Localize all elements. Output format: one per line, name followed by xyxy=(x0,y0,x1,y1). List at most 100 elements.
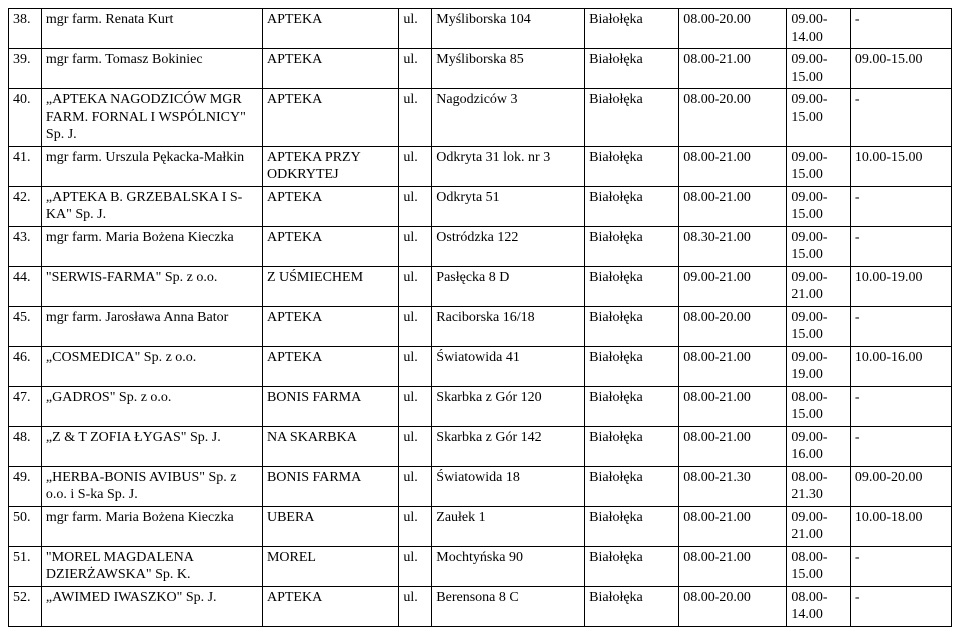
district: Białołęka xyxy=(585,546,679,586)
street-prefix: ul. xyxy=(399,386,432,426)
pharmacy-name: mgr farm. Maria Bożena Kieczka xyxy=(41,226,262,266)
hours-sat-line2: 16.00 xyxy=(791,447,823,462)
district: Białołęka xyxy=(585,466,679,506)
district: Białołęka xyxy=(585,266,679,306)
address: Światowida 18 xyxy=(432,466,585,506)
hours-saturday: 09.00- 19.00 xyxy=(787,346,850,386)
row-number: 42. xyxy=(9,186,42,226)
street-prefix: ul. xyxy=(399,466,432,506)
hours-saturday: 09.00- 21.00 xyxy=(787,266,850,306)
street-prefix: ul. xyxy=(399,186,432,226)
hours-sat-line2: 21.00 xyxy=(791,287,823,302)
district: Białołęka xyxy=(585,506,679,546)
hours-sunday: 10.00-15.00 xyxy=(850,146,951,186)
hours-saturday: 09.00-14.00 xyxy=(787,9,850,49)
street-prefix: ul. xyxy=(399,546,432,586)
street-prefix: ul. xyxy=(399,426,432,466)
address: Berensona 8 C xyxy=(432,586,585,626)
address: Ostródzka 122 xyxy=(432,226,585,266)
table-row: 47.„GADROS" Sp. z o.o.BONIS FARMAul.Skar… xyxy=(9,386,952,426)
pharmacy-name: mgr farm. Renata Kurt xyxy=(41,9,262,49)
hours-weekday: 08.00-21.30 xyxy=(679,466,787,506)
hours-weekday: 08.00-20.00 xyxy=(679,9,787,49)
hours-sat-line2: 14.00 xyxy=(791,607,823,622)
pharmacy-name: „AWIMED IWASZKO" Sp. J. xyxy=(41,586,262,626)
row-number: 45. xyxy=(9,306,42,346)
hours-sunday: - xyxy=(850,186,951,226)
pharmacy-type: Z UŚMIECHEM xyxy=(262,266,398,306)
row-number: 49. xyxy=(9,466,42,506)
row-number: 39. xyxy=(9,49,42,89)
row-number: 41. xyxy=(9,146,42,186)
hours-sat-line1: 09.00- xyxy=(791,270,827,285)
hours-sat-line1: 09.00- xyxy=(791,230,827,245)
pharmacy-type: BONIS FARMA xyxy=(262,466,398,506)
hours-sat-line1: 09.00- xyxy=(791,350,827,365)
table-row: 50.mgr farm. Maria Bożena KieczkaUBERAul… xyxy=(9,506,952,546)
pharmacy-name: „APTEKA B. GRZEBALSKA I S-KA" Sp. J. xyxy=(41,186,262,226)
hours-weekday: 08.30-21.00 xyxy=(679,226,787,266)
pharmacy-type: APTEKA xyxy=(262,226,398,266)
hours-weekday: 08.00-21.00 xyxy=(679,426,787,466)
row-number: 50. xyxy=(9,506,42,546)
hours-weekday: 09.00-21.00 xyxy=(679,266,787,306)
pharmacy-type: APTEKA xyxy=(262,186,398,226)
pharmacy-type: APTEKA xyxy=(262,306,398,346)
pharmacy-type: APTEKA PRZY ODKRYTEJ xyxy=(262,146,398,186)
pharmacy-type: BONIS FARMA xyxy=(262,386,398,426)
district: Białołęka xyxy=(585,49,679,89)
hours-sunday: - xyxy=(850,9,951,49)
hours-sat-line2: 21.30 xyxy=(791,487,823,502)
street-prefix: ul. xyxy=(399,146,432,186)
hours-sat-line2: 15.00 xyxy=(791,70,823,85)
hours-weekday: 08.00-21.00 xyxy=(679,386,787,426)
pharmacy-name: "SERWIS-FARMA" Sp. z o.o. xyxy=(41,266,262,306)
address: Mochtyńska 90 xyxy=(432,546,585,586)
district: Białołęka xyxy=(585,226,679,266)
address: Myśliborska 85 xyxy=(432,49,585,89)
hours-sunday: 09.00-20.00 xyxy=(850,466,951,506)
hours-sunday: - xyxy=(850,89,951,147)
address: Odkryta 31 lok. nr 3 xyxy=(432,146,585,186)
table-row: 51."MOREL MAGDALENA DZIERŻAWSKA" Sp. K.M… xyxy=(9,546,952,586)
district: Białołęka xyxy=(585,9,679,49)
row-number: 40. xyxy=(9,89,42,147)
pharmacy-name: „COSMEDICA" Sp. z o.o. xyxy=(41,346,262,386)
hours-saturday: 09.00- 15.00 xyxy=(787,49,850,89)
address: Skarbka z Gór 120 xyxy=(432,386,585,426)
street-prefix: ul. xyxy=(399,89,432,147)
hours-sat-line2: 19.00 xyxy=(791,367,823,382)
address: Nagodziców 3 xyxy=(432,89,585,147)
street-prefix: ul. xyxy=(399,266,432,306)
hours-sat-line1: 09.00- xyxy=(791,510,827,525)
hours-sat-line1: 08.00- xyxy=(791,390,827,405)
table-row: 40.„APTEKA NAGODZICÓW MGR FARM. FORNAL I… xyxy=(9,89,952,147)
hours-weekday: 08.00-20.00 xyxy=(679,89,787,147)
row-number: 52. xyxy=(9,586,42,626)
row-number: 46. xyxy=(9,346,42,386)
pharmacy-name: mgr farm. Maria Bożena Kieczka xyxy=(41,506,262,546)
address: Odkryta 51 xyxy=(432,186,585,226)
street-prefix: ul. xyxy=(399,346,432,386)
hours-sunday: 09.00-15.00 xyxy=(850,49,951,89)
table-row: 41.mgr farm. Urszula Pękacka-MałkinAPTEK… xyxy=(9,146,952,186)
row-number: 47. xyxy=(9,386,42,426)
street-prefix: ul. xyxy=(399,306,432,346)
address: Myśliborska 104 xyxy=(432,9,585,49)
hours-sunday: 10.00-16.00 xyxy=(850,346,951,386)
hours-sat-line1: 09.00- xyxy=(791,52,827,67)
hours-sat-line2: 21.00 xyxy=(791,527,823,542)
pharmacy-name: mgr farm. Urszula Pękacka-Małkin xyxy=(41,146,262,186)
hours-sat-line1: 09.00- xyxy=(791,430,827,445)
row-number: 44. xyxy=(9,266,42,306)
hours-sat-line1: 09.00- xyxy=(791,190,827,205)
district: Białołęka xyxy=(585,346,679,386)
table-row: 39.mgr farm. Tomasz BokiniecAPTEKAul.Myś… xyxy=(9,49,952,89)
pharmacy-name: mgr farm. Tomasz Bokiniec xyxy=(41,49,262,89)
hours-sunday: - xyxy=(850,306,951,346)
hours-saturday: 08.00-21.30 xyxy=(787,466,850,506)
hours-sat-line2: 15.00 xyxy=(791,247,823,262)
pharmacy-name: „GADROS" Sp. z o.o. xyxy=(41,386,262,426)
hours-sat-line1: 08.00- xyxy=(791,550,827,565)
street-prefix: ul. xyxy=(399,226,432,266)
